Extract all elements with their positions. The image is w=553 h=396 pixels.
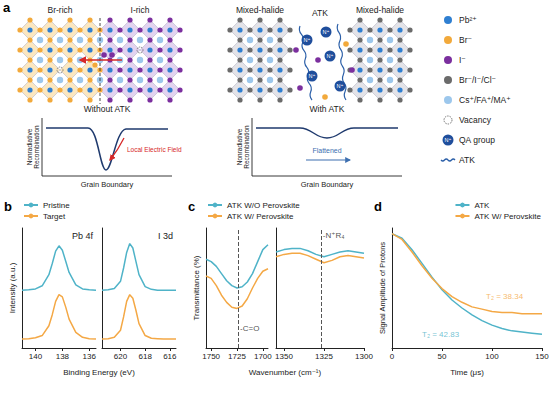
svg-text:Pristine: Pristine — [43, 201, 70, 210]
svg-text:50: 50 — [438, 352, 447, 361]
svg-text:Binding Energy (eV): Binding Energy (eV) — [63, 368, 135, 377]
svg-text:ATK W/ Perovskite: ATK W/ Perovskite — [474, 212, 541, 221]
svg-text:Br-rich: Br-rich — [47, 5, 72, 15]
svg-text:1350: 1350 — [275, 352, 293, 361]
svg-text:With ATK: With ATK — [310, 104, 345, 114]
svg-text:I-rich: I-rich — [131, 5, 150, 15]
svg-text:I⁻: I⁻ — [459, 55, 466, 65]
svg-text:QA group: QA group — [459, 135, 495, 145]
svg-text:Nonradiative: Nonradiative — [236, 128, 243, 165]
svg-text:ATK W/ Perovskite: ATK W/ Perovskite — [227, 212, 294, 221]
svg-text:Mixed-halide: Mixed-halide — [356, 5, 404, 15]
svg-text:Grain Boundary: Grain Boundary — [301, 180, 354, 189]
svg-text:T₂ = 42.83: T₂ = 42.83 — [422, 330, 460, 339]
svg-text:Recombination: Recombination — [243, 125, 250, 169]
svg-text:136: 136 — [83, 352, 97, 361]
svg-text:Br⁻/I⁻/Cl⁻: Br⁻/I⁻/Cl⁻ — [459, 75, 496, 85]
svg-text:1300: 1300 — [355, 352, 373, 361]
svg-text:1750: 1750 — [202, 352, 220, 361]
svg-text:Cs⁺/FA⁺/MA⁺: Cs⁺/FA⁺/MA⁺ — [459, 95, 511, 105]
svg-text:ATK: ATK — [459, 155, 475, 165]
svg-text:620: 620 — [114, 352, 128, 361]
svg-text:N⁺: N⁺ — [323, 29, 330, 35]
svg-text:138: 138 — [56, 352, 70, 361]
svg-text:150: 150 — [535, 352, 549, 361]
svg-text:616: 616 — [163, 352, 177, 361]
svg-text:-C=O: -C=O — [240, 324, 259, 333]
svg-text:1700: 1700 — [254, 352, 272, 361]
svg-text:Without ATK: Without ATK — [84, 104, 131, 114]
svg-text:Mixed-halide: Mixed-halide — [236, 5, 284, 15]
svg-text:1325: 1325 — [315, 352, 333, 361]
svg-text:0: 0 — [390, 352, 395, 361]
svg-text:N⁺: N⁺ — [309, 73, 316, 79]
svg-text:d: d — [374, 199, 382, 214]
svg-text:ATK: ATK — [474, 201, 490, 210]
svg-text:Nonradiative: Nonradiative — [26, 128, 33, 165]
svg-text:a: a — [3, 0, 11, 15]
svg-text:N⁺: N⁺ — [445, 137, 452, 143]
svg-text:N⁺: N⁺ — [304, 37, 311, 43]
svg-text:ATK W/O Perovskite: ATK W/O Perovskite — [227, 201, 300, 210]
svg-text:Flattened: Flattened — [312, 147, 341, 154]
svg-text:c: c — [188, 199, 195, 214]
svg-text:Recombination: Recombination — [33, 125, 40, 169]
svg-text:ATK: ATK — [312, 8, 328, 18]
svg-text:Target: Target — [43, 212, 66, 221]
svg-text:Signal Amplitude of Protons: Signal Amplitude of Protons — [378, 242, 387, 334]
svg-text:Intensity (a.u.): Intensity (a.u.) — [8, 262, 17, 313]
svg-text:b: b — [4, 199, 12, 214]
svg-text:I 3d: I 3d — [158, 231, 173, 241]
svg-text:N⁺: N⁺ — [337, 83, 344, 89]
svg-text:1725: 1725 — [228, 352, 246, 361]
svg-text:-N⁺R₄: -N⁺R₄ — [323, 231, 345, 240]
svg-text:100: 100 — [485, 352, 499, 361]
svg-text:618: 618 — [138, 352, 152, 361]
svg-text:Pb²⁺: Pb²⁺ — [459, 15, 477, 25]
svg-text:Local Electric Field: Local Electric Field — [127, 146, 182, 153]
svg-text:Wavenumber (cm⁻¹): Wavenumber (cm⁻¹) — [249, 368, 322, 377]
svg-text:Transmittance (%): Transmittance (%) — [192, 255, 201, 320]
svg-text:Vacancy: Vacancy — [459, 115, 492, 125]
svg-text:140: 140 — [29, 352, 43, 361]
svg-text:Br⁻: Br⁻ — [459, 35, 472, 45]
svg-text:N⁺: N⁺ — [327, 53, 334, 59]
svg-text:Grain Boundary: Grain Boundary — [81, 180, 134, 189]
svg-text:Pb 4f: Pb 4f — [72, 231, 94, 241]
svg-text:Time (μs): Time (μs) — [450, 368, 484, 377]
svg-text:T₂ = 38.34: T₂ = 38.34 — [486, 292, 524, 301]
